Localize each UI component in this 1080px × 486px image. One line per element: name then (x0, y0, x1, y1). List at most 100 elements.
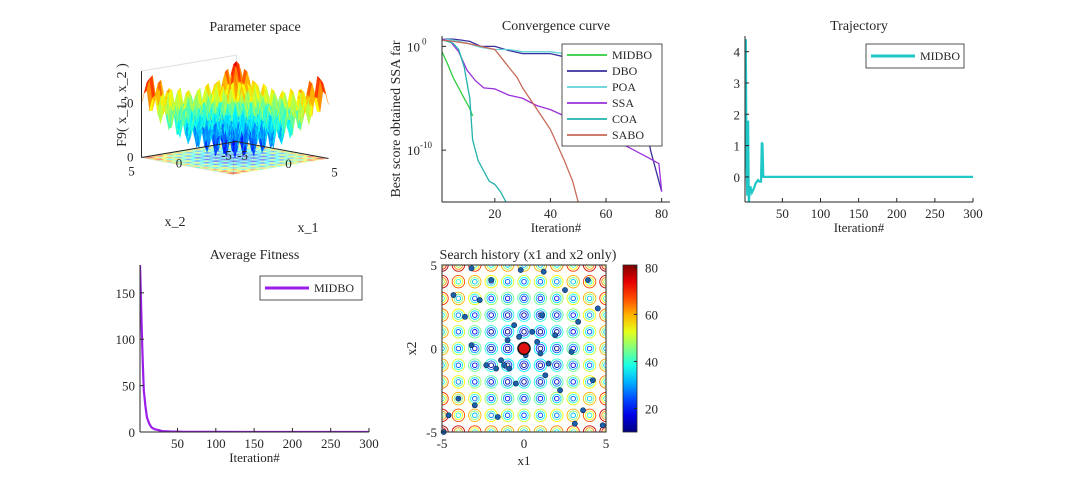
floor-contour-cell (169, 153, 175, 154)
floor-contour-cell (213, 161, 219, 162)
floor-contour-cell (235, 157, 240, 159)
conv-y-tick-label: 10 (407, 39, 420, 54)
floor-contour-cell (244, 154, 250, 156)
floor-contour-cell (283, 164, 289, 165)
floor-contour-cell (174, 157, 179, 159)
floor-contour-cell (224, 168, 230, 170)
floor-contour-cell (214, 156, 219, 158)
contour-ring (504, 312, 511, 318)
floor-contour-cell (223, 161, 228, 163)
floor-contour-cell (269, 161, 275, 163)
floor-contour-cell (187, 160, 193, 162)
floor-contour-cell (295, 157, 301, 159)
floor-contour-cell (206, 165, 211, 167)
floor-contour-cell (256, 154, 262, 155)
floor-contour-cell (218, 157, 224, 158)
floor-contour-cell (263, 156, 268, 157)
floor-contour-cell (286, 157, 292, 159)
floor-contour-cell (269, 164, 275, 165)
floor-contour-cell (200, 147, 206, 149)
floor-contour-cell (237, 157, 243, 158)
floor-contour-cell (286, 156, 292, 158)
floor-contour-cell (272, 157, 278, 159)
floor-contour-cell (268, 152, 273, 153)
floor-contour-cell (293, 161, 298, 163)
floor-contour-cell (217, 165, 223, 167)
floor-contour-cell (316, 159, 322, 161)
floor-contour-cell (256, 158, 261, 159)
floor-contour-cell (288, 156, 294, 158)
floor-contour-cell (236, 170, 241, 172)
floor-contour-cell (304, 160, 310, 162)
floor-contour-cell (229, 164, 235, 165)
contour-ring (470, 327, 480, 337)
floor-contour-cell (197, 158, 203, 159)
floor-contour-cell (232, 163, 237, 165)
floor-contour-cell (188, 154, 194, 156)
contour-ring (521, 312, 527, 318)
floor-contour-cell (227, 163, 233, 165)
floor-contour-cell (166, 160, 172, 162)
floor-contour-cell (213, 162, 219, 164)
floor-contour-cell (204, 153, 210, 155)
conv-legend-label: COA (612, 112, 638, 126)
floor-contour-cell (241, 167, 246, 169)
floor-contour-cell (183, 159, 188, 161)
floor-contour-cell (146, 157, 151, 158)
floor-contour-cell (238, 150, 243, 152)
floor-contour-cell (236, 167, 242, 169)
floor-contour-cell (211, 156, 217, 158)
floor-contour-cell (210, 148, 215, 150)
floor-contour-cell (173, 161, 179, 163)
contour-ring (455, 345, 462, 352)
contour-ring (586, 362, 593, 368)
floor-contour-cell (238, 166, 244, 168)
floor-contour-cell (292, 163, 298, 165)
floor-contour-cell (224, 169, 230, 171)
floor-contour-cell (197, 159, 203, 161)
floor-contour-cell (192, 164, 197, 165)
x-tick-label: 0 (285, 156, 292, 171)
floor-contour-cell (265, 157, 271, 159)
floor-contour-cell (288, 164, 293, 165)
floor-contour-cell (253, 158, 259, 160)
floor-contour-cell (277, 151, 283, 152)
floor-contour-cell (157, 157, 163, 159)
floor-contour-cell (241, 168, 246, 170)
floor-contour-cell (252, 165, 258, 167)
floor-contour-cell (254, 149, 260, 151)
floor-contour-cell (298, 157, 303, 159)
floor-contour-cell (148, 157, 154, 159)
floor-contour-cell (262, 162, 268, 164)
floor-contour-cell (209, 157, 214, 158)
floor-contour-cell (302, 159, 308, 160)
floor-contour-cell (277, 152, 283, 154)
floor-contour-cell (174, 156, 179, 158)
floor-contour-cell (192, 166, 197, 168)
floor-contour-cell (180, 163, 186, 165)
floor-contour-cell (195, 154, 201, 156)
floor-contour-cell (171, 156, 177, 158)
floor-contour-cell (197, 160, 202, 162)
contour-ring (521, 395, 527, 402)
floor-contour-cell (238, 171, 244, 173)
floor-contour-cell (167, 155, 173, 156)
floor-contour-cell (185, 164, 190, 166)
floor-contour-cell (223, 158, 228, 160)
floor-contour-cell (243, 170, 248, 172)
floor-contour-cell (243, 165, 249, 167)
floor-contour-cell (231, 168, 237, 170)
floor-contour-cell (246, 157, 252, 159)
floor-contour-cell (298, 155, 303, 157)
floor-contour-cell (284, 154, 290, 155)
floor-contour-cell (288, 159, 294, 160)
contour-ring (484, 275, 498, 289)
floor-contour-cell (234, 165, 239, 167)
contour-ring (566, 308, 580, 322)
colorbar-tick-label: 60 (645, 307, 658, 322)
contour-ring (568, 293, 578, 304)
floor-contour-cell (186, 150, 192, 152)
floor-contour-cell (252, 170, 258, 171)
floor-contour-cell (279, 158, 285, 160)
floor-contour-cell (188, 154, 194, 155)
